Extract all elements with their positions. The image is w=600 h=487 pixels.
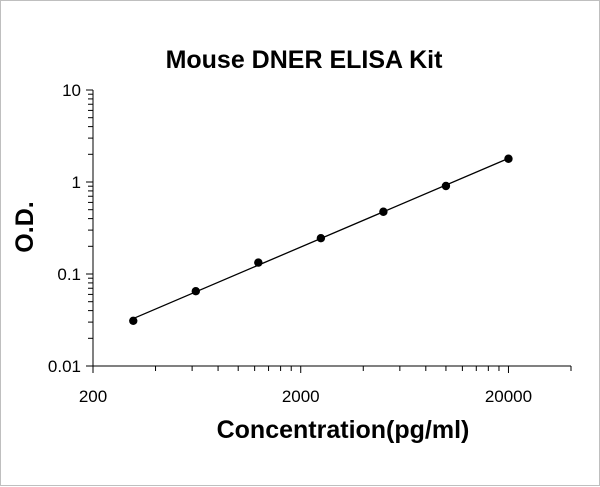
y-tick-label: 0.01 xyxy=(48,357,81,376)
y-axis-title: O.D. xyxy=(11,201,39,252)
x-tick-label: 20000 xyxy=(485,387,532,406)
x-axis-title: Concentration(pg/ml) xyxy=(217,416,470,444)
x-tick-label: 2000 xyxy=(282,387,320,406)
data-point xyxy=(441,181,451,191)
data-point xyxy=(191,287,200,296)
data-point xyxy=(316,233,326,243)
data-point xyxy=(254,258,263,267)
chart-title: Mouse DNER ELISA Kit xyxy=(166,46,444,74)
data-point xyxy=(129,316,138,325)
plot-area: 200 2000 20000 10 1 0.1 0.01 xyxy=(48,81,572,406)
data-point xyxy=(504,154,513,163)
y-tick-label: 10 xyxy=(62,81,81,100)
y-tick-label: 0.1 xyxy=(57,265,81,284)
x-tick-label: 200 xyxy=(79,387,107,406)
y-tick-label: 1 xyxy=(72,173,81,192)
data-point xyxy=(379,207,388,216)
